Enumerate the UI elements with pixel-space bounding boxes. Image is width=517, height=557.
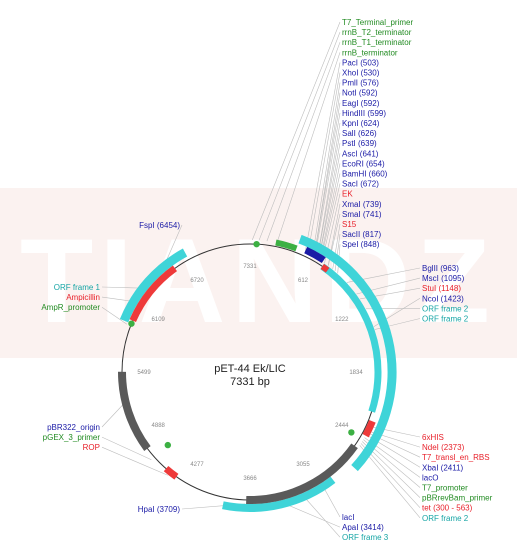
map-label-enzyme: NcoI (1423) xyxy=(422,294,464,303)
map-label-enzyme: lacO xyxy=(422,473,438,482)
map-label-enzyme: HpaI (3709) xyxy=(138,505,181,514)
map-label-enzyme: XbaI (2411) xyxy=(422,463,464,472)
map-label-enzyme: ApaI (3414) xyxy=(342,523,384,532)
ruler-tick-label: 1222 xyxy=(335,317,349,323)
map-label-enzyme: pBR322_origin xyxy=(47,423,100,432)
map-label-enzyme: PmlI (576) xyxy=(342,79,379,88)
map-label-orf: ORF frame 2 xyxy=(422,315,469,324)
ruler-tick-label: 6720 xyxy=(190,278,204,284)
map-label-enzyme: HindIII (599) xyxy=(342,109,386,118)
map-label-marker: NdeI (2373) xyxy=(422,443,465,452)
ruler-tick-label: 3055 xyxy=(296,462,310,468)
map-label-orf: ORF frame 2 xyxy=(422,514,469,523)
ruler-tick-label: 5499 xyxy=(137,370,151,376)
primer-arrow-icon xyxy=(348,429,354,435)
map-label-enzyme: NotI (592) xyxy=(342,89,378,98)
map-label-enzyme: KpnI (624) xyxy=(342,119,380,128)
primer-arrow-icon xyxy=(165,442,171,448)
ruler-tick-label: 4888 xyxy=(152,423,166,429)
map-label-enzyme: BamHI (660) xyxy=(342,170,388,179)
ek-marker-arc xyxy=(322,266,327,270)
map-label-orf: ORF frame 1 xyxy=(54,283,101,292)
map-label-enzyme: PstI (639) xyxy=(342,139,377,148)
pbr322-origin-arc xyxy=(122,372,147,449)
map-label-marker: 6xHIS xyxy=(422,433,444,442)
primer-arrow-icon xyxy=(253,241,259,247)
map-label-feature: pGEX_3_primer xyxy=(43,433,101,442)
map-label-feature: rrnB_T2_terminator xyxy=(342,28,412,37)
leader-line xyxy=(301,494,340,538)
ruler-tick-label: 2444 xyxy=(335,423,349,429)
ruler-tick-label: 1834 xyxy=(349,370,363,376)
map-label-enzyme: AscI (641) xyxy=(342,149,379,158)
map-label-enzyme: BglII (963) xyxy=(422,264,459,273)
map-label-marker: T7_transl_en_RBS xyxy=(422,453,490,462)
map-label-enzyme: PacI (503) xyxy=(342,58,379,67)
map-label-marker: Ampicillin xyxy=(66,293,100,302)
map-label-enzyme: EagI (592) xyxy=(342,99,380,108)
map-label-feature: pBRrevBam_primer xyxy=(422,494,493,503)
laci-arc xyxy=(246,446,354,500)
map-label-enzyme: MscI (1095) xyxy=(422,274,465,283)
map-label-enzyme: SacII (817) xyxy=(342,230,381,239)
map-label-marker: ROP xyxy=(83,443,100,452)
plasmid-name: pET-44 Ek/LIC xyxy=(214,363,286,375)
map-label-marker: EK xyxy=(342,190,353,199)
map-label-feature: AmpR_promoter xyxy=(41,303,100,312)
map-label-enzyme: XhoI (530) xyxy=(342,69,380,78)
map-label-enzyme: lacI xyxy=(342,513,354,522)
map-label-orf: ORF frame 3 xyxy=(342,533,389,542)
ruler-tick-label: 612 xyxy=(298,278,309,284)
primer-arrow-icon xyxy=(128,320,134,326)
map-label-feature: T7_Terminal_primer xyxy=(342,18,413,27)
map-label-enzyme: SmaI (741) xyxy=(342,210,382,219)
map-label-marker: StuI (1148) xyxy=(422,284,461,293)
map-label-enzyme: SpeI (848) xyxy=(342,240,380,249)
map-label-feature: rrnB_terminator xyxy=(342,48,398,57)
map-label-enzyme: XmaI (739) xyxy=(342,200,382,209)
map-label-marker: tet (300 - 563) xyxy=(422,504,473,513)
rop-arc xyxy=(166,469,176,477)
map-label-marker: S15 xyxy=(342,220,357,229)
map-label-enzyme: EcoRI (654) xyxy=(342,159,385,168)
map-label-feature: rrnB_T1_terminator xyxy=(342,38,412,47)
map-label-orf: ORF frame 2 xyxy=(422,304,469,313)
map-label-enzyme: FspI (6454) xyxy=(139,221,180,230)
ruler-tick-label: 7331 xyxy=(243,264,257,270)
ruler-tick-label: 6109 xyxy=(152,317,166,323)
map-label-enzyme: SacI (672) xyxy=(342,180,379,189)
map-label-feature: T7_promoter xyxy=(422,484,468,493)
map-label-enzyme: SalI (626) xyxy=(342,129,377,138)
ruler-tick-label: 3666 xyxy=(243,476,257,482)
ruler-tick-label: 4277 xyxy=(190,462,204,468)
leader-line xyxy=(102,405,122,427)
plasmid-size: 7331 bp xyxy=(230,376,270,388)
